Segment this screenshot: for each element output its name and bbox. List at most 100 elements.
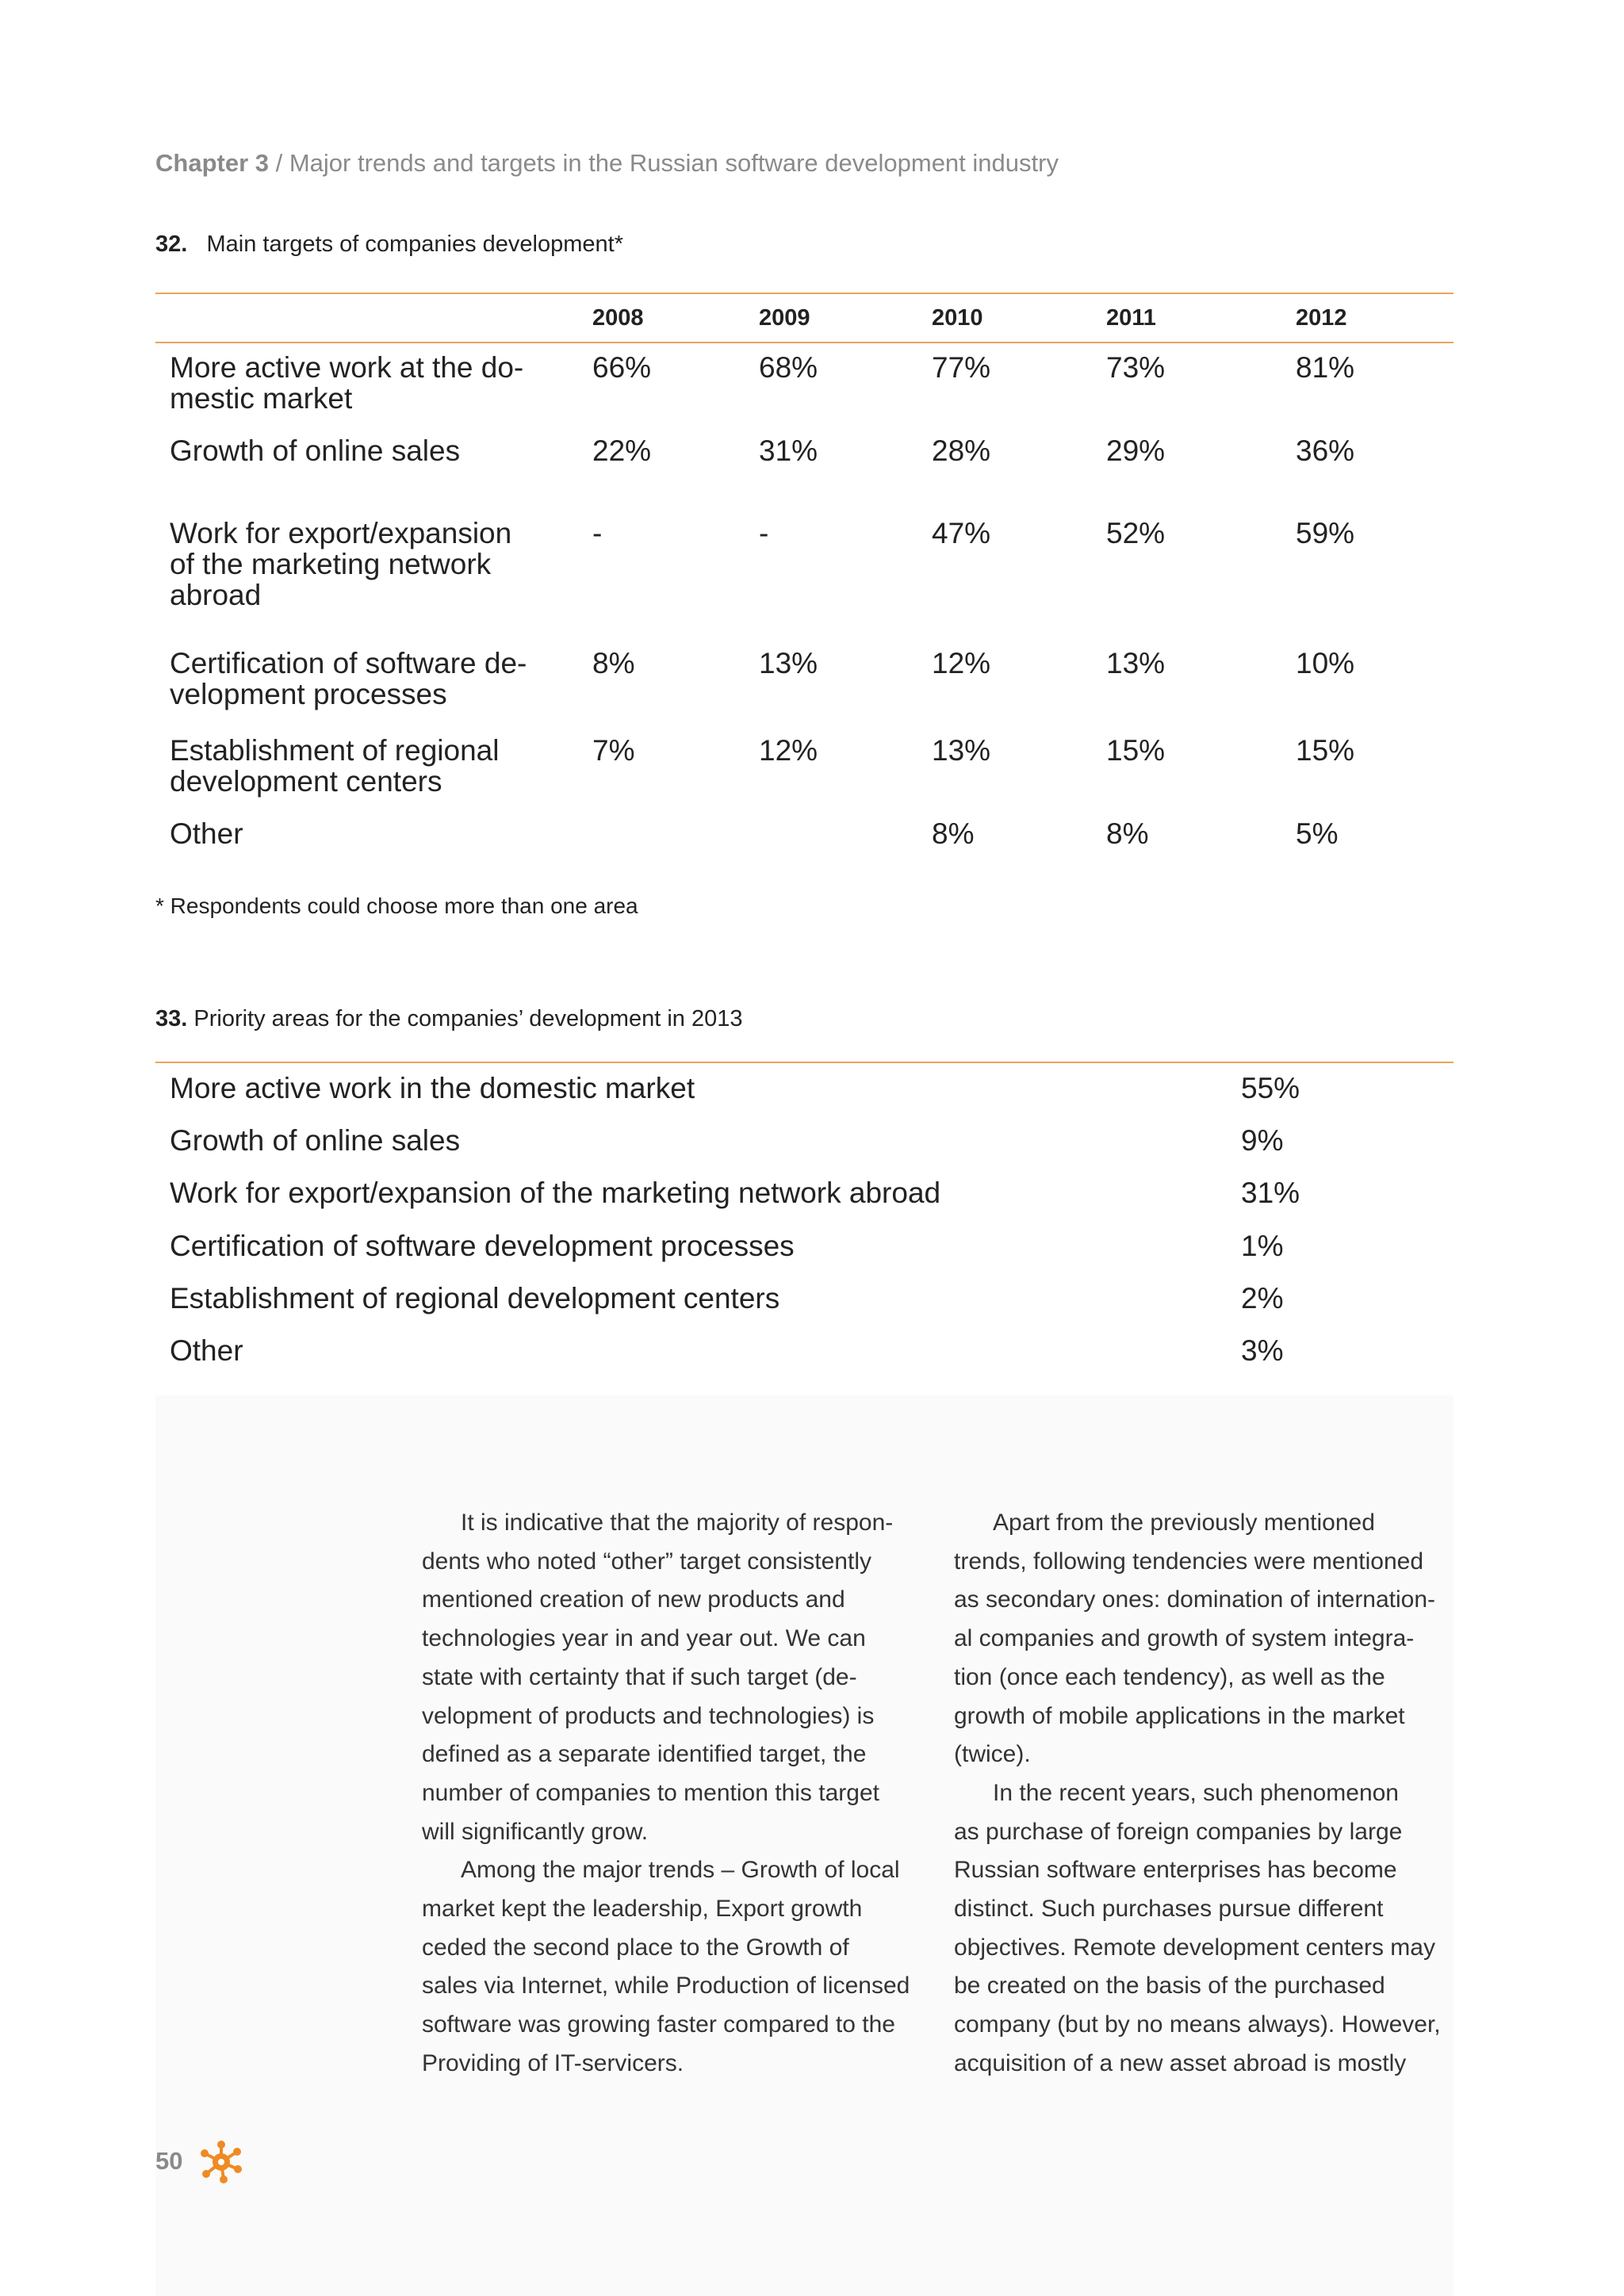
text-line: will significantly grow. bbox=[422, 1818, 649, 1845]
rule bbox=[155, 1062, 1454, 1063]
row-label: Certification of software de- bbox=[170, 647, 527, 679]
cell: 2% bbox=[1241, 1281, 1284, 1314]
text-line: sales via Internet, while Production of … bbox=[422, 1973, 910, 1999]
cell: 3% bbox=[1241, 1334, 1284, 1367]
cell: 31% bbox=[1241, 1177, 1300, 1210]
cell: 15% bbox=[1106, 734, 1166, 767]
row-label: Work for export/expansion bbox=[170, 517, 512, 549]
cell: 66% bbox=[592, 351, 652, 384]
row-label: More active work at the do- bbox=[170, 351, 524, 384]
column-header: 2011 bbox=[1106, 305, 1156, 331]
cell: 8% bbox=[1106, 817, 1149, 850]
row-label: Growth of online sales bbox=[170, 434, 461, 467]
cell: 81% bbox=[1296, 351, 1355, 384]
text-line: number of companies to mention this targ… bbox=[422, 1779, 879, 1806]
cell: 5% bbox=[1296, 817, 1339, 850]
cell: 73% bbox=[1106, 351, 1166, 384]
grey-panel bbox=[155, 1395, 1454, 2296]
column-header: 2010 bbox=[932, 305, 983, 331]
text-line: velopment of products and technologies) … bbox=[422, 1702, 875, 1729]
row-label: abroad bbox=[170, 579, 262, 611]
table-number: 32. bbox=[155, 232, 188, 257]
row-label: Establishment of regional bbox=[170, 734, 500, 767]
text-line: defined as a separate identified target,… bbox=[422, 1741, 867, 1768]
text-line: dents who noted “other” target consisten… bbox=[422, 1548, 871, 1575]
row-label: development centers bbox=[170, 765, 442, 798]
text-line: Russian software enterprises has become bbox=[954, 1857, 1397, 1884]
cell: 55% bbox=[1241, 1072, 1300, 1104]
text-line: In the recent years, such phenomenon bbox=[993, 1779, 1399, 1806]
column-header: 2009 bbox=[759, 305, 810, 331]
text-line: Apart from the previously mentioned bbox=[993, 1510, 1375, 1536]
text-line: company (but by no means always). Howeve… bbox=[954, 2011, 1441, 2038]
row-label: Certification of software development pr… bbox=[170, 1229, 795, 1262]
chapter-label: Chapter 3 bbox=[155, 149, 269, 177]
cell: 47% bbox=[932, 517, 991, 549]
table-title: Priority areas for the companies’ develo… bbox=[193, 1006, 743, 1031]
cell: 9% bbox=[1241, 1124, 1284, 1158]
table33-caption: 33. Priority areas for the companies’ de… bbox=[155, 1006, 742, 1032]
chapter-header: Chapter 3 / Major trends and targets in … bbox=[155, 149, 1059, 178]
cell: 13% bbox=[1106, 647, 1166, 679]
cell: 12% bbox=[759, 734, 818, 767]
row-label: of the marketing network bbox=[170, 548, 492, 580]
row-label: More active work in the domestic market bbox=[170, 1072, 695, 1104]
text-line: technologies year in and year out. We ca… bbox=[422, 1625, 866, 1652]
cell: 52% bbox=[1106, 517, 1166, 549]
text-line: ceded the second place to the Growth of bbox=[422, 1934, 849, 1961]
page-number: 50 bbox=[155, 2147, 183, 2175]
cell: 10% bbox=[1296, 647, 1355, 679]
table32-caption: 32. Main targets of companies developmen… bbox=[155, 232, 623, 258]
cell: 36% bbox=[1296, 434, 1355, 467]
text-line: market kept the leadership, Export growt… bbox=[422, 1896, 863, 1922]
logo-icon bbox=[201, 2141, 242, 2183]
text-line: (twice). bbox=[954, 1741, 1031, 1768]
cell: 1% bbox=[1241, 1229, 1284, 1262]
text-line: software was growing faster compared to … bbox=[422, 2011, 895, 2038]
cell: 59% bbox=[1296, 517, 1355, 549]
row-label: Growth of online sales bbox=[170, 1124, 461, 1158]
cell: 13% bbox=[932, 734, 991, 767]
cell: 8% bbox=[592, 647, 635, 679]
cell: 12% bbox=[932, 647, 991, 679]
row-label: Establishment of regional development ce… bbox=[170, 1281, 780, 1314]
text-line: distinct. Such purchases pursue differen… bbox=[954, 1896, 1384, 1922]
cell: 68% bbox=[759, 351, 818, 384]
cell: 29% bbox=[1106, 434, 1166, 467]
cell: 8% bbox=[932, 817, 975, 850]
rule bbox=[155, 342, 1454, 343]
cell: - bbox=[592, 517, 603, 549]
row-label: Work for export/expansion of the marketi… bbox=[170, 1177, 941, 1210]
text-line: state with certainty that if such target… bbox=[422, 1663, 857, 1690]
chapter-title: / Major trends and targets in the Russia… bbox=[275, 149, 1059, 177]
text-line: be created on the basis of the purchased bbox=[954, 1973, 1385, 1999]
text-line: as purchase of foreign companies by larg… bbox=[954, 1818, 1403, 1845]
text-line: growth of mobile applications in the mar… bbox=[954, 1702, 1405, 1729]
text-line: mentioned creation of new products and bbox=[422, 1586, 845, 1613]
row-label: Other bbox=[170, 817, 243, 850]
footnote: * Respondents could choose more than one… bbox=[155, 894, 638, 918]
column-header: 2008 bbox=[592, 305, 644, 331]
cell: - bbox=[759, 517, 769, 549]
rule bbox=[155, 293, 1454, 294]
row-label: velopment processes bbox=[170, 678, 447, 710]
column-header: 2012 bbox=[1296, 305, 1347, 331]
cell: 31% bbox=[759, 434, 818, 467]
table-title: Main targets of companies development* bbox=[206, 232, 624, 257]
text-line: objectives. Remote development centers m… bbox=[954, 1934, 1435, 1961]
cell: 77% bbox=[932, 351, 991, 384]
row-label: mestic market bbox=[170, 382, 353, 415]
cell: 7% bbox=[592, 734, 635, 767]
cell: 28% bbox=[932, 434, 991, 467]
cell: 13% bbox=[759, 647, 818, 679]
text-line: Providing of IT-servicers. bbox=[422, 2049, 684, 2076]
text-line: Among the major trends – Growth of local bbox=[461, 1857, 900, 1884]
text-line: It is indicative that the majority of re… bbox=[461, 1510, 894, 1536]
text-line: al companies and growth of system integr… bbox=[954, 1625, 1415, 1652]
text-line: acquisition of a new asset abroad is mos… bbox=[954, 2049, 1407, 2076]
cell: 22% bbox=[592, 434, 652, 467]
table-number: 33. bbox=[155, 1006, 188, 1031]
row-label: Other bbox=[170, 1334, 243, 1367]
text-line: trends, following tendencies were mentio… bbox=[954, 1548, 1424, 1575]
